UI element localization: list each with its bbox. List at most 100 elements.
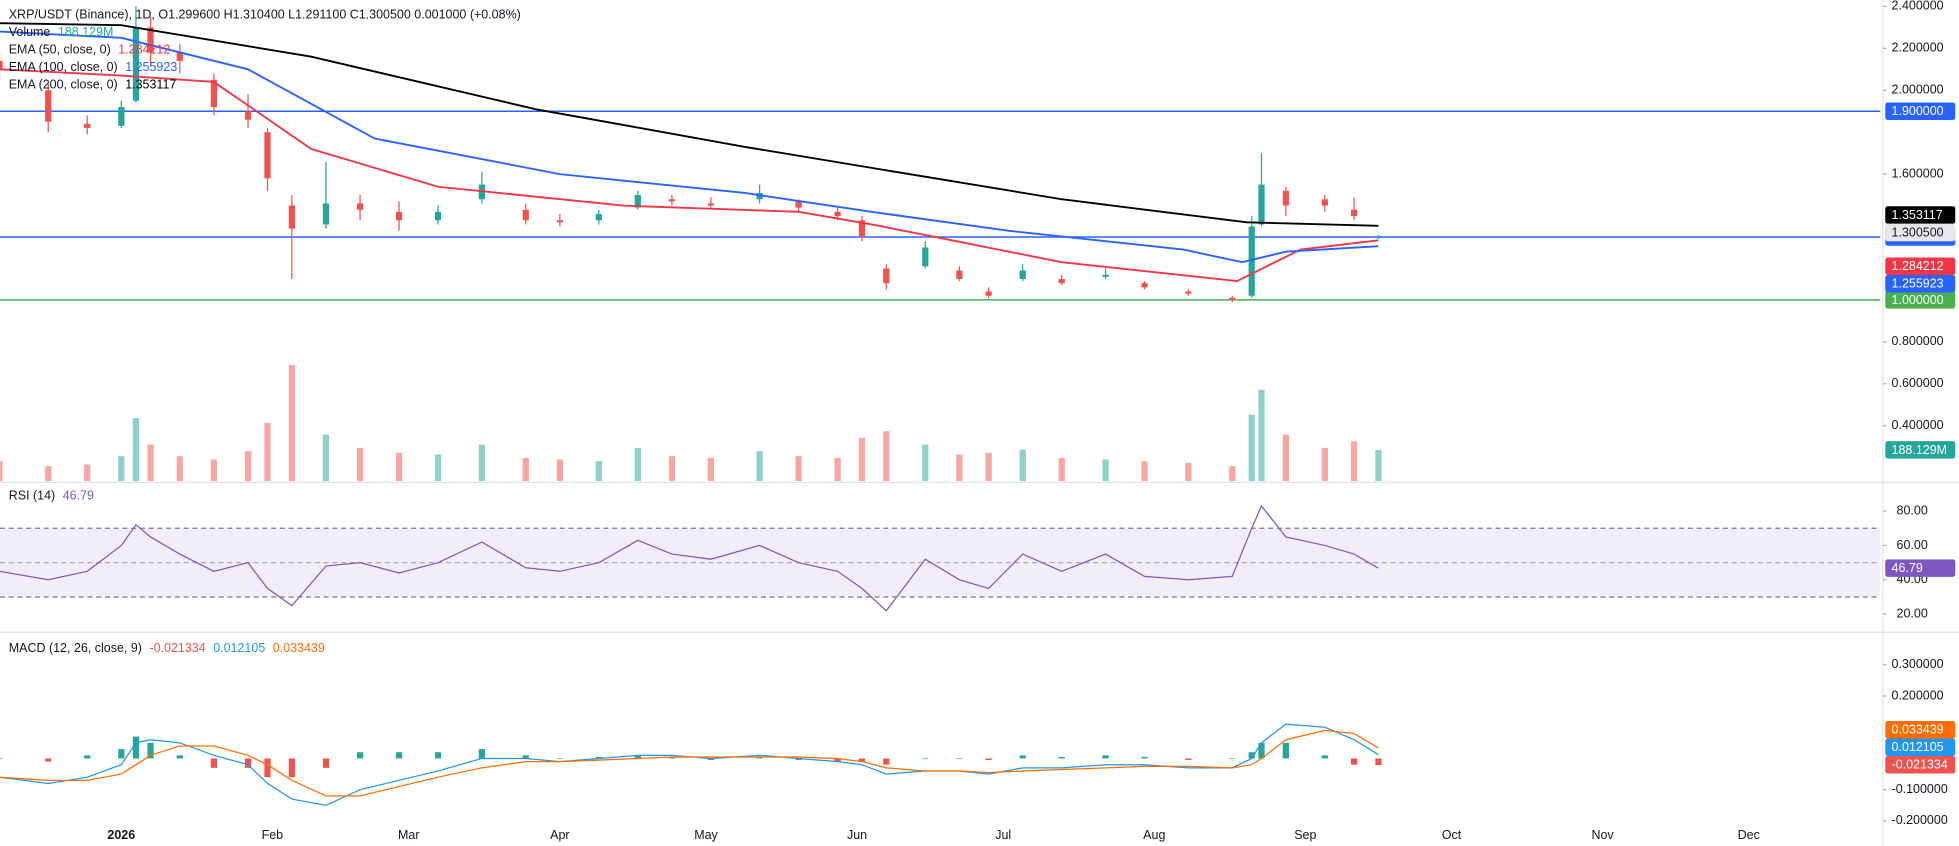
signal-line [0, 729, 1379, 797]
macd-histogram-bar [707, 758, 715, 761]
volume-bar [264, 423, 271, 482]
candle-body [834, 211, 841, 217]
histogram-badge-bg [1885, 755, 1956, 774]
ema-badge: 1.284212 [1892, 259, 1944, 273]
macd-badge-bg [1885, 738, 1956, 756]
candle-body [0, 60, 3, 70]
y-tick-label: 0.600000 [1892, 376, 1944, 390]
x-tick-label: Nov [1591, 828, 1614, 842]
candle-body [210, 79, 218, 108]
legend-value: 1.255923 [125, 60, 177, 74]
volume-bar [1248, 414, 1255, 482]
volume-bar [1185, 462, 1192, 482]
y-tick-label: 0.200000 [1892, 688, 1944, 702]
ema-badge-bg [1885, 206, 1956, 224]
candle-body [707, 203, 715, 206]
x-tick-label: 2026 [107, 828, 135, 842]
legend-value: 0.012105 [213, 641, 265, 655]
legend-value: 1.353117 [125, 77, 176, 91]
macd-histogram-bar [1248, 752, 1255, 759]
y-tick-label: 2.000000 [1892, 83, 1944, 97]
candle-body [1019, 270, 1026, 279]
volume-bar [1229, 466, 1236, 482]
candle-body [1185, 291, 1192, 294]
volume-bar [1321, 447, 1328, 482]
y-tick-label: 80.00 [1897, 503, 1928, 517]
legend-value: 46.79 [63, 488, 94, 502]
volume-bar [147, 444, 154, 482]
macd-badge: 0.012105 [1892, 740, 1944, 754]
candle-body [1350, 209, 1358, 217]
candle-body [356, 203, 364, 210]
macd-histogram-bar [522, 755, 529, 759]
legend-label: EMA (100, close, 0) [9, 60, 118, 74]
legend-value: 188.129M [58, 25, 114, 39]
rsi-line [0, 504, 1379, 612]
legend-label: RSI (14) [9, 488, 55, 502]
macd-histogram-bar [176, 755, 183, 759]
candle-body [1282, 190, 1289, 206]
macd-histogram-bar [834, 758, 841, 762]
candle-body [1058, 278, 1065, 284]
candle-body [1102, 274, 1109, 277]
signal-badge: 0.033439 [1892, 723, 1944, 737]
ema-line [0, 22, 1379, 227]
volume-bar [478, 444, 486, 482]
legend-label: Volume [9, 25, 51, 39]
x-tick-label: Jun [847, 828, 867, 842]
macd-histogram-bar [434, 752, 442, 759]
candle-body [883, 268, 890, 284]
macd-histogram-bar [1102, 755, 1109, 759]
x-tick-label: Jul [995, 828, 1011, 842]
legend-label: EMA (50, close, 0) [9, 42, 111, 56]
macd-histogram-bar [288, 758, 295, 778]
y-tick-label: -0.100000 [1892, 782, 1948, 796]
ema-line [0, 30, 1379, 264]
volume-bar [883, 431, 890, 482]
macd-histogram-bar [210, 758, 218, 768]
macd-histogram-bar [668, 756, 676, 759]
volume-bar [434, 454, 442, 482]
last-price-badge: 1.300500 [1892, 225, 1944, 239]
legend-value: 0.033439 [273, 641, 325, 655]
volume-bar [956, 454, 963, 482]
candle-body [434, 211, 442, 221]
volume-bar [1141, 461, 1148, 482]
rsi-badge: 46.79 [1892, 561, 1923, 575]
macd-histogram-bar [264, 758, 271, 778]
volume-bar [1375, 449, 1382, 482]
level-badge-bg [1885, 102, 1956, 120]
macd-histogram-bar [478, 749, 486, 759]
volume-bar [118, 456, 125, 482]
candle-body [395, 211, 403, 221]
macd-histogram-bar [985, 758, 992, 761]
macd-histogram-bar [1350, 758, 1358, 765]
volume-bar [858, 437, 866, 482]
legend-value: 1.284212 [118, 42, 170, 56]
legend-label: MACD (12, 26, close, 9) [9, 641, 142, 655]
y-tick-label: 20.00 [1897, 606, 1928, 620]
legend-value: -0.021334 [149, 641, 205, 655]
volume-bar [595, 461, 602, 482]
macd-histogram-bar [756, 756, 763, 759]
candle-body [634, 195, 641, 208]
candle-body [84, 123, 91, 128]
macd-histogram-bar [795, 758, 802, 761]
volume-bar [244, 451, 252, 482]
candle-body [147, 27, 154, 53]
volume-bar [1102, 459, 1109, 482]
macd-histogram-bar [1141, 756, 1148, 759]
candle-body [956, 270, 963, 279]
macd-histogram-bar [356, 752, 364, 759]
candle-body [1258, 184, 1265, 225]
volume-bar [210, 459, 218, 482]
volume-bar [1350, 441, 1358, 482]
macd-histogram-bar [45, 758, 52, 762]
candle-body [668, 199, 676, 202]
y-tick-label: 1.600000 [1892, 166, 1944, 180]
volume-bar [1019, 449, 1026, 482]
macd-histogram-bar [1019, 755, 1026, 759]
y-tick-label: 2.200000 [1892, 41, 1944, 55]
